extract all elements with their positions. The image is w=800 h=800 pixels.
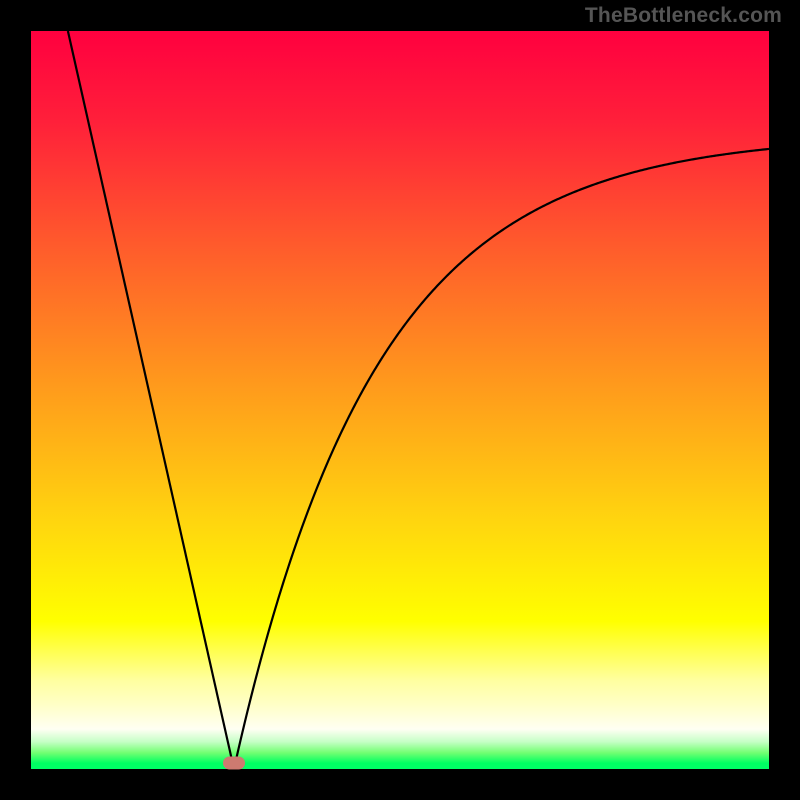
bottleneck-curve <box>31 31 769 769</box>
curve-path <box>68 31 769 767</box>
minimum-marker <box>223 757 245 770</box>
chart-plot-area <box>31 31 769 769</box>
watermark-text: TheBottleneck.com <box>585 4 782 28</box>
